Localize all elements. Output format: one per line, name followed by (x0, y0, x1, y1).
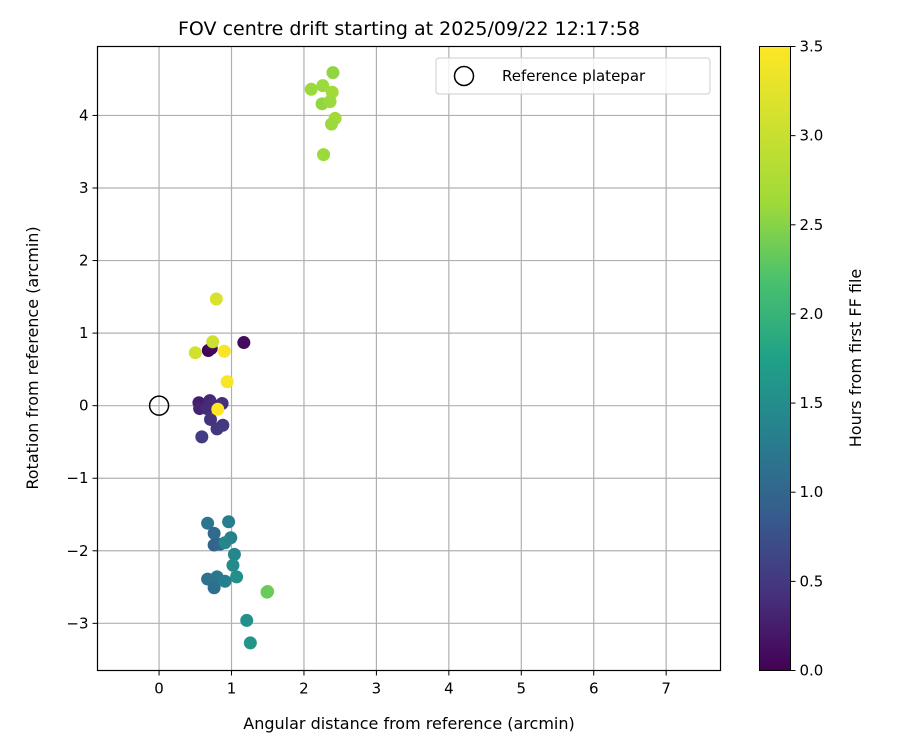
colorbar-tick-label: 3.5 (800, 38, 824, 56)
y-tick-label: −1 (66, 469, 88, 487)
colorbar-gradient (759, 46, 790, 671)
x-tick-label: 2 (299, 680, 309, 698)
y-tick-label: 2 (79, 252, 89, 270)
x-axis-label: Angular distance from reference (arcmin) (243, 714, 574, 733)
data-point (317, 148, 331, 162)
data-point (227, 547, 241, 561)
x-tick-label: 5 (517, 680, 527, 698)
y-tick-label: 4 (79, 106, 89, 124)
chart-title: FOV centre drift starting at 2025/09/22 … (178, 18, 640, 40)
colorbar-tick-label: 2.0 (800, 305, 824, 323)
data-point (326, 66, 340, 80)
y-tick-label: 1 (79, 324, 89, 342)
x-tick-label: 1 (227, 680, 237, 698)
data-point (224, 531, 238, 545)
data-point (200, 402, 214, 416)
colorbar-frame (759, 46, 791, 671)
data-point (209, 292, 223, 306)
y-tick-label: 0 (79, 397, 89, 415)
y-axis-ticks: −3 −2 −1 0 1 2 3 4 (66, 106, 98, 632)
x-axis-ticks: 0 1 2 3 4 5 6 7 (154, 670, 671, 698)
reference-platepar-marker (148, 395, 170, 416)
data-point (207, 581, 221, 595)
data-point (243, 636, 257, 650)
colorbar-label: Hours from first FF file (846, 269, 865, 448)
colorbar-tick-label: 0.5 (800, 572, 824, 590)
data-point (206, 335, 220, 349)
colorbar: 0.0 0.5 1.0 1.5 2.0 2.5 3.0 3.5 Hours from firs… (759, 38, 865, 680)
colorbar-tick-label: 1.0 (800, 483, 824, 501)
data-point (216, 418, 230, 432)
legend-label: Reference platepar (502, 67, 646, 85)
data-point (201, 516, 215, 530)
data-point (260, 585, 274, 599)
x-tick-label: 7 (661, 680, 671, 698)
colorbar-tick-label: 1.5 (800, 394, 824, 412)
data-point (237, 336, 251, 350)
x-tick-label: 4 (444, 680, 454, 698)
x-tick-label: 0 (154, 680, 164, 698)
colorbar-tick-label: 3.0 (800, 127, 824, 145)
y-tick-label: 3 (79, 179, 89, 197)
y-axis-label: Rotation from reference (arcmin) (23, 226, 42, 489)
colorbar-ticks: 0.0 0.5 1.0 1.5 2.0 2.5 3.0 3.5 (790, 38, 824, 680)
legend-open-circle-marker (453, 65, 475, 87)
colorbar-tick-label: 0.0 (800, 662, 824, 680)
data-point (220, 375, 234, 389)
y-tick-label: −2 (66, 542, 88, 560)
x-tick-label: 3 (372, 680, 382, 698)
data-point (195, 430, 209, 444)
data-point (211, 402, 225, 416)
plot-frame (96, 45, 722, 672)
data-point (222, 515, 236, 529)
data-point (218, 574, 232, 588)
data-point (204, 412, 218, 426)
data-point (316, 79, 330, 93)
data-point (226, 558, 240, 572)
data-points (188, 66, 342, 650)
data-point (207, 526, 221, 540)
x-tick-label: 6 (589, 680, 599, 698)
data-point (323, 95, 337, 109)
colorbar-tick-label: 2.5 (800, 216, 824, 234)
data-point (304, 82, 318, 96)
data-point (188, 346, 202, 360)
legend-box (435, 57, 711, 95)
data-point (217, 344, 231, 358)
y-tick-label: −3 (66, 614, 88, 632)
data-point (324, 117, 338, 131)
legend: Reference platepar (435, 57, 711, 95)
grid-lines (97, 46, 721, 671)
data-point (240, 613, 254, 627)
data-point (230, 570, 244, 584)
